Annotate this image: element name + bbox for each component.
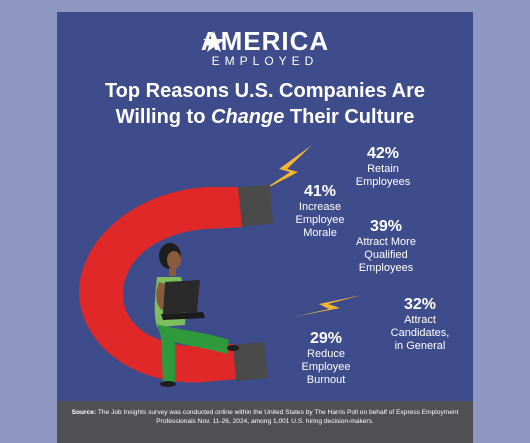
stat-increase-morale: 41% Increase Employee Morale <box>277 182 363 240</box>
magnet-tip-top <box>238 185 273 227</box>
stat-label-line: Increase <box>298 201 342 213</box>
stat-percent: 32% <box>403 296 437 313</box>
person-illustration <box>154 243 239 387</box>
brand-logo: AMERICA EMPLOYED <box>57 28 473 68</box>
stat-label-line: Attract <box>404 314 436 326</box>
lightning-icon-middle <box>293 295 362 317</box>
stat-label-line: Reduce <box>307 348 345 360</box>
stat-label-line: Employees <box>358 262 414 274</box>
stat-label-line: Employee <box>301 361 351 373</box>
title-line-2-suffix: Their Culture <box>284 106 415 128</box>
page-title: Top Reasons U.S. Companies Are Willing t… <box>57 78 473 130</box>
stat-percent: 29% <box>309 330 343 347</box>
star-icon <box>203 31 225 52</box>
title-line-2-prefix: Willing to <box>115 106 211 128</box>
stat-label-line: Retain <box>367 163 399 175</box>
title-line-2: Willing to Change Their Culture <box>57 104 473 130</box>
stat-percent: 39% <box>369 218 403 235</box>
title-emphasis: Change <box>211 106 285 128</box>
stat-label-line: Candidates, <box>390 327 450 339</box>
source-text: The Job Insights survey was conducted on… <box>97 409 459 425</box>
stat-percent: 42% <box>366 145 400 162</box>
brand-name-bottom: EMPLOYED <box>211 54 319 68</box>
source-label: Source: <box>71 409 97 416</box>
stat-label-line: in General <box>394 340 446 352</box>
title-line-1: Top Reasons U.S. Companies Are <box>104 80 426 102</box>
stat-label-line: Qualified <box>364 249 408 261</box>
magnet-illustration <box>78 145 362 387</box>
stat-retain-employees: 42% Retain Employees <box>335 144 431 189</box>
stat-label-line: Attract More <box>356 236 416 248</box>
stat-reduce-burnout: 29% Reduce Employee Burnout <box>281 329 371 387</box>
magnet-body <box>78 187 244 383</box>
stat-attract-qualified: 39% Attract More Qualified Employees <box>335 217 437 275</box>
source-footer: Source: The Job Insights survey was cond… <box>57 401 473 443</box>
stat-label-line: Morale <box>303 227 337 239</box>
lightning-icon-top <box>260 145 312 192</box>
magnet-tip-bottom <box>233 342 268 381</box>
infographic-card: AMERICA EMPLOYED Top Reasons U.S. Compan… <box>57 12 473 443</box>
stat-percent: 41% <box>303 183 337 200</box>
stat-attract-candidates: 32% Attract Candidates, in General <box>375 295 465 353</box>
stat-label-line: Employees <box>355 176 411 188</box>
brand-name-top: AMERICA <box>200 26 330 56</box>
stat-label-line: Employee <box>295 214 345 226</box>
stat-label-line: Burnout <box>306 374 346 386</box>
